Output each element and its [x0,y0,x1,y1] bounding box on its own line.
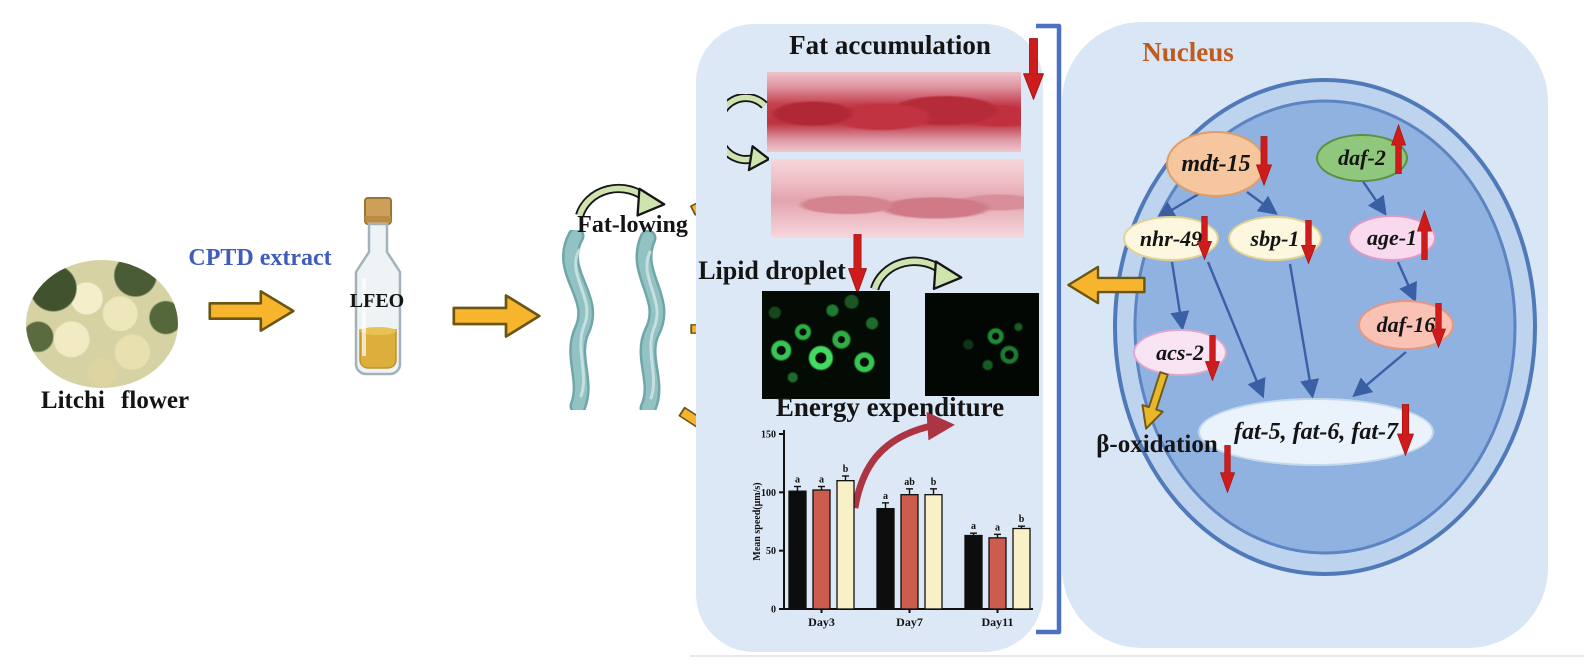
nucleus-membrane-and-pathway-arrows [1113,78,1537,576]
green-curved-arrow-stain-images-icon [727,94,769,172]
red-up-arrow-daf-2-icon [1391,124,1406,174]
red-down-arrow-daf-16-icon [1431,303,1446,348]
oil-red-o-stain-image-control [767,72,1021,152]
svg-text:a: a [819,475,824,486]
lipid-droplet-fluorescence-image-treated [925,293,1039,396]
bottle-label: LFEO [349,290,405,312]
gene-nhr-49: nhr-49 [1123,216,1219,261]
svg-text:Mean speed(μm/s): Mean speed(μm/s) [752,482,763,560]
gene-age-1: age-1 [1348,215,1436,261]
gene-fat-5-6-7: fat-5, fat-6, fat-7 [1198,398,1434,466]
svg-text:0: 0 [771,605,776,616]
litchi-flower-photo [26,260,178,388]
svg-text:a: a [971,521,976,532]
fat-lowing-curved-arrow-icon [575,183,666,217]
yellow-arrow-acs-2-to-beta-oxidation-icon [1141,371,1169,430]
yellow-arrow-flower-to-bottle-icon [208,290,295,332]
dark-red-curved-arrow-chart-to-title-icon [851,411,955,509]
svg-text:a: a [995,522,1000,533]
svg-text:b: b [843,464,849,475]
lipid-droplet-fluorescence-image-control [762,291,890,399]
red-down-arrow-acs-2-icon [1205,335,1220,381]
mean-speed-chart: 0 50 100 150 Mean speed(μm/s) Day3 a a b Day7 a ab b… [748,424,1038,629]
extract-label: CPTD extract [188,245,332,271]
yellow-arrow-nucleus-to-phenotypes-icon [1067,265,1146,305]
svg-text:b: b [1019,514,1025,525]
svg-text:b: b [931,477,937,488]
nucleus-title: Nucleus [1142,37,1234,67]
red-down-arrow-nhr-49-icon [1197,216,1212,260]
red-down-arrow-beta-oxidation-icon [1220,445,1235,493]
grouping-bracket [1036,23,1062,635]
green-curved-arrow-fluorescence-images-icon [870,256,963,291]
worms-icon [562,230,666,410]
svg-text:100: 100 [761,488,776,499]
red-down-arrow-fat-genes-icon [1397,404,1414,456]
fat-accumulation-title: Fat accumulation [789,30,991,60]
svg-text:ab: ab [904,477,915,488]
beta-oxidation-label: β-oxidation [1096,431,1218,458]
svg-text:Day7: Day7 [896,615,923,629]
red-down-arrow-lipid-droplet-icon [848,234,867,294]
svg-text:a: a [883,491,888,502]
yellow-arrow-bottle-to-worms-icon [452,294,541,338]
gene-mdt-15: mdt-15 [1166,131,1266,197]
red-down-arrow-sbp-1-icon [1301,220,1316,264]
oil-red-o-stain-image-treated [771,159,1024,238]
red-down-arrow-fat-accumulation-icon [1023,38,1044,100]
flower-caption: Litchi flower [40,387,190,414]
energy-expenditure-title: Energy expenditure [775,392,1005,422]
red-up-arrow-age-1-icon [1417,210,1432,260]
figure-bottom-rule [690,655,1584,657]
svg-text:Day3: Day3 [808,615,835,629]
bottle-icon [354,197,402,376]
svg-text:Day11: Day11 [981,615,1013,629]
svg-text:50: 50 [766,546,776,557]
red-down-arrow-mdt-15-icon [1256,136,1272,186]
svg-text:a: a [795,475,800,486]
svg-text:150: 150 [761,430,776,441]
lipid-droplet-title: Lipid droplet [698,256,846,285]
fat-lowing-label: Fat-lowing [577,212,688,238]
